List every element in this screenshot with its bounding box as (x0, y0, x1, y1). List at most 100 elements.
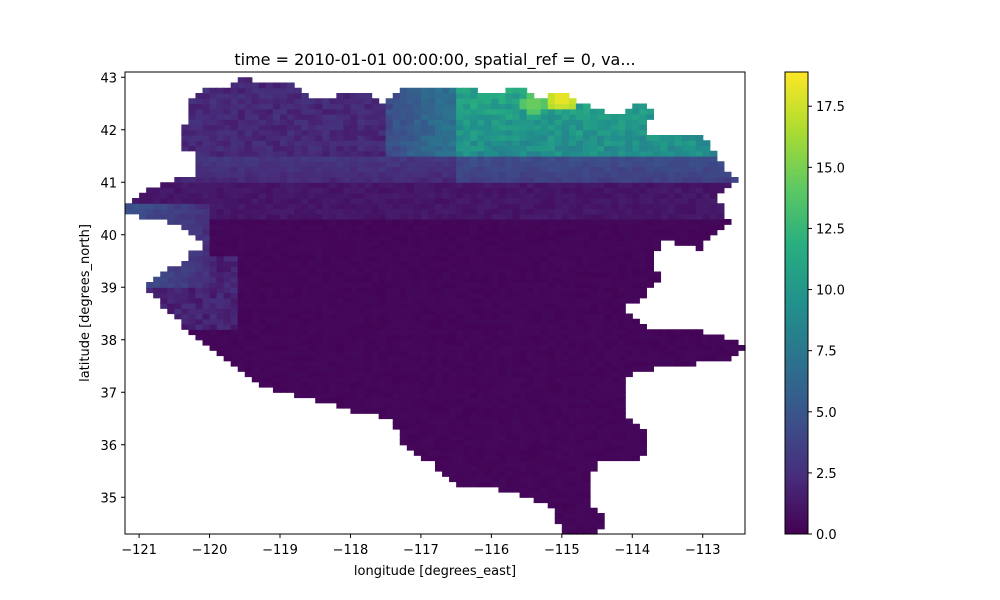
heatmap-cell (561, 476, 570, 483)
heatmap-cell (456, 150, 464, 157)
heatmap-cell (618, 402, 626, 409)
heatmap-cell (540, 271, 549, 278)
heatmap-cell (491, 103, 500, 110)
heatmap-cell (512, 240, 521, 246)
heatmap-cell (463, 135, 471, 141)
heatmap-cell (406, 308, 415, 315)
heatmap-cell (582, 381, 591, 388)
heatmap-cell (456, 108, 464, 115)
heatmap-cell (646, 213, 655, 220)
heatmap-cell (568, 387, 577, 393)
heatmap-cell (604, 308, 612, 315)
heatmap-cell (582, 439, 591, 446)
heatmap-cell (392, 108, 401, 115)
heatmap-cell (477, 313, 485, 320)
heatmap-cell (350, 324, 359, 330)
heatmap-cell (646, 192, 655, 199)
heatmap-cell (364, 329, 373, 336)
heatmap-cell (216, 334, 225, 341)
heatmap-cell (272, 282, 281, 288)
heatmap-cell (378, 219, 387, 225)
heatmap-cell (512, 171, 521, 178)
heatmap-cell (505, 392, 514, 399)
heatmap-cell (357, 345, 366, 351)
heatmap-cell (470, 129, 478, 136)
heatmap-cell (265, 219, 274, 225)
heatmap-cell (709, 350, 718, 357)
heatmap-cell (477, 93, 485, 99)
heatmap-cell (526, 156, 535, 162)
heatmap-cell (653, 355, 662, 362)
heatmap-cell (216, 108, 225, 115)
heatmap-cell (287, 245, 295, 252)
heatmap-cell (540, 418, 549, 425)
heatmap-cell (681, 203, 690, 210)
heatmap-cell (209, 135, 218, 141)
heatmap-cell (378, 245, 387, 252)
heatmap-cell (611, 303, 619, 309)
y-tick-label: 35 (100, 491, 117, 506)
heatmap-cell (505, 182, 514, 189)
heatmap-cell (406, 402, 415, 409)
heatmap-cell (413, 150, 422, 157)
heatmap-cell (667, 224, 676, 231)
heatmap-cell (329, 213, 337, 220)
heatmap-cell (202, 240, 211, 246)
heatmap-cell (280, 271, 288, 278)
heatmap-cell (160, 213, 168, 220)
heatmap-cell (315, 324, 323, 330)
heatmap-cell (590, 171, 598, 178)
heatmap-cell (526, 334, 535, 341)
heatmap-cell (392, 250, 401, 257)
heatmap-cell (371, 119, 380, 126)
heatmap-cell (322, 276, 330, 283)
x-tick-label: −119 (262, 543, 298, 558)
heatmap-cell (294, 245, 302, 252)
heatmap-cell (575, 502, 584, 509)
heatmap-cell (709, 339, 718, 346)
heatmap-cell (470, 108, 478, 115)
heatmap-cell (301, 366, 309, 372)
heatmap-cell (498, 124, 507, 131)
heatmap-cell (667, 166, 676, 173)
y-tick-label: 37 (100, 386, 117, 401)
heatmap-cell (519, 213, 528, 220)
heatmap-cell (188, 308, 197, 315)
heatmap-cell (329, 182, 337, 189)
heatmap-cell (568, 282, 577, 288)
heatmap-cell (336, 182, 345, 189)
heatmap-cell (695, 171, 704, 178)
heatmap-cell (223, 345, 232, 351)
heatmap-cell (350, 119, 359, 126)
heatmap-cell (265, 208, 274, 215)
heatmap-cell (371, 98, 380, 105)
heatmap-cell (301, 387, 309, 393)
heatmap-cell (618, 187, 626, 194)
heatmap-cell (420, 87, 429, 94)
heatmap-cell (625, 140, 633, 147)
heatmap-cell (681, 334, 690, 341)
heatmap-cell (406, 387, 415, 393)
heatmap-cell (456, 334, 464, 341)
heatmap-cell (357, 234, 366, 241)
heatmap-cell (336, 103, 345, 110)
heatmap-cell (399, 360, 408, 367)
heatmap-cell (449, 87, 457, 94)
heatmap-cell (695, 245, 704, 252)
heatmap-cell (315, 318, 323, 325)
heatmap-cell (357, 387, 366, 393)
heatmap-cell (674, 140, 683, 147)
heatmap-cell (195, 292, 204, 299)
heatmap-cell (590, 339, 598, 346)
heatmap-cell (590, 150, 598, 157)
heatmap-cell (498, 198, 507, 204)
heatmap-cell (597, 145, 605, 152)
heatmap-cell (456, 423, 464, 430)
heatmap-cell (618, 339, 626, 346)
heatmap-cell (709, 187, 718, 194)
heatmap-cell (350, 303, 359, 309)
heatmap-cell (336, 376, 345, 383)
heatmap-cell (477, 208, 485, 215)
heatmap-cell (512, 444, 521, 451)
heatmap-cell (568, 313, 577, 320)
